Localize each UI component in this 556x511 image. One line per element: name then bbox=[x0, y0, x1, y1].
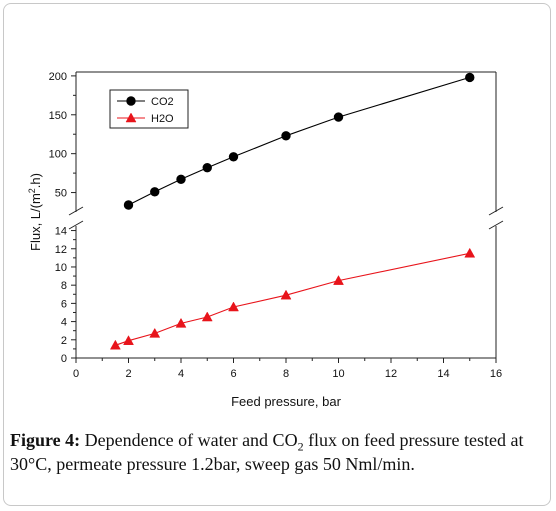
data-point-co2 bbox=[123, 200, 134, 210]
caption-subscript: 2 bbox=[297, 439, 304, 454]
y-lower-tick-label: 0 bbox=[61, 353, 67, 365]
x-tick-label: 0 bbox=[73, 368, 79, 380]
data-point-co2 bbox=[228, 152, 239, 162]
x-tick-label: 10 bbox=[332, 368, 344, 380]
figure-frame bbox=[3, 3, 551, 506]
series-line-co2 bbox=[128, 76, 470, 206]
data-point-co2 bbox=[202, 162, 212, 173]
legend-label-co2: CO2 bbox=[151, 96, 174, 108]
x-tick-label: 8 bbox=[283, 368, 289, 380]
axis-break-mark-right-upper bbox=[488, 206, 504, 216]
y-upper-tick-label: 50 bbox=[55, 188, 67, 200]
data-point-h2o bbox=[123, 335, 134, 345]
legend-label-h2o: H2O bbox=[151, 113, 174, 125]
y-lower-tick-label: 14 bbox=[55, 226, 67, 238]
caption-text-start: Dependence of water and CO bbox=[80, 430, 298, 450]
y-axis-title-suffix: .h) bbox=[28, 173, 43, 188]
y-axis-title: Flux, L/(m2.h) bbox=[27, 173, 43, 251]
series-line-h2o bbox=[115, 252, 470, 346]
x-tick-label: 2 bbox=[125, 368, 131, 380]
x-tick-label: 16 bbox=[490, 368, 502, 380]
x-axis-title: Feed pressure, bar bbox=[231, 394, 342, 409]
data-point-co2 bbox=[281, 131, 291, 141]
data-point-h2o bbox=[228, 301, 239, 312]
data-point-co2 bbox=[176, 174, 186, 185]
data-point-h2o bbox=[280, 289, 292, 300]
y-upper-tick-label: 100 bbox=[49, 149, 67, 161]
y-lower-tick-label: 4 bbox=[61, 317, 67, 329]
y-lower-tick-label: 2 bbox=[61, 335, 67, 347]
y-lower-tick-label: 6 bbox=[61, 298, 67, 310]
y-upper-tick-label: 150 bbox=[49, 110, 67, 122]
data-point-h2o bbox=[149, 327, 161, 338]
y-upper-tick-label: 200 bbox=[49, 71, 67, 83]
x-tick-label: 12 bbox=[385, 368, 397, 380]
axis-break-mark-left-upper bbox=[68, 206, 84, 216]
y-lower-tick-label: 8 bbox=[61, 280, 67, 292]
axes-layer: 0 2 4 6 8 10 12 14 16 50 100 150 200 0 2 4 6 8 10 12 14 bbox=[49, 71, 504, 380]
data-point-h2o bbox=[175, 317, 187, 328]
data-point-co2 bbox=[465, 72, 475, 83]
y-lower-tick-label: 10 bbox=[55, 262, 67, 274]
figure-label: Figure 4: bbox=[10, 430, 81, 450]
x-tick-label: 4 bbox=[178, 368, 184, 380]
y-axis-title-superscript: 2 bbox=[27, 188, 37, 193]
legend-box bbox=[109, 89, 189, 129]
y-lower-tick-label: 12 bbox=[55, 244, 67, 256]
data-point-co2 bbox=[150, 187, 160, 197]
caption-text-end: flux on feed pressure tested at 30°C, pe… bbox=[10, 430, 524, 474]
data-point-h2o bbox=[464, 247, 476, 258]
data-point-h2o bbox=[109, 339, 121, 350]
axis-break-mark-right-lower bbox=[488, 220, 504, 230]
x-tick-label: 14 bbox=[437, 368, 449, 380]
x-tick-label: 6 bbox=[230, 368, 236, 380]
y-axis-title-prefix: Flux, L/(m bbox=[28, 193, 43, 251]
legend-marker-co2 bbox=[126, 96, 136, 106]
data-point-h2o bbox=[333, 275, 344, 285]
legend-marker-h2o bbox=[125, 112, 137, 123]
series-markers-layer bbox=[109, 72, 476, 350]
figure-caption: Figure 4: Dependence of water and CO2 fl… bbox=[10, 428, 546, 476]
data-point-h2o bbox=[201, 311, 213, 322]
axis-break-mark-left-lower bbox=[68, 220, 84, 230]
data-point-co2 bbox=[333, 112, 344, 122]
